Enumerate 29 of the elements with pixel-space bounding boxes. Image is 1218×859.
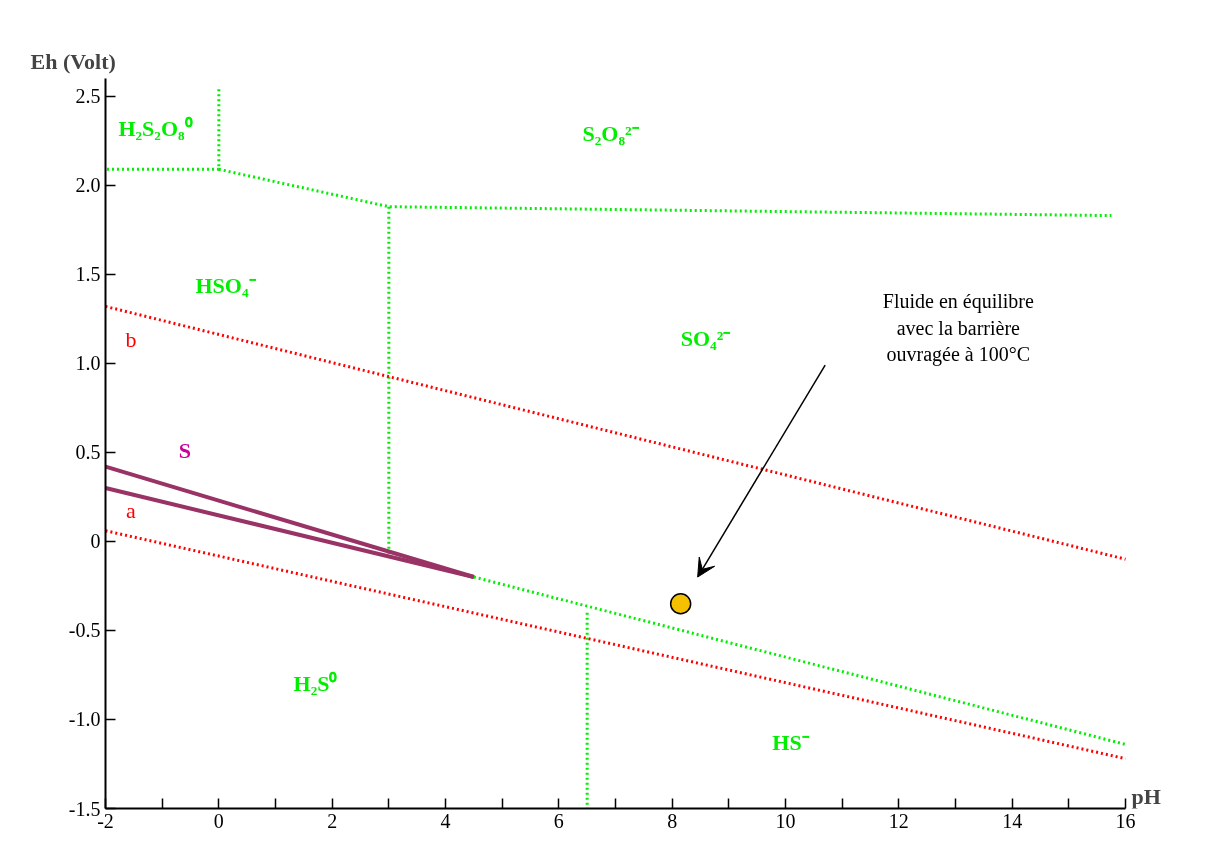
x-tick-label: 12 [888,809,909,832]
y-axis-title: Eh (Volt) [30,48,116,74]
x-tick-label: 6 [553,809,564,832]
y-tick-label: 1.0 [75,352,101,375]
y-tick-label: 0 [90,530,101,553]
x-tick-label: 2 [327,809,338,832]
x-tick-label: 10 [775,809,796,832]
series-label: S [178,438,191,464]
annotation: H₂S⁰ [293,671,338,696]
y-tick-label: 2.0 [75,174,101,197]
x-tick-label: 14 [1002,809,1023,832]
y-tick-label: 0.5 [75,441,101,464]
annotation: S₂O₈²⁻ [582,121,640,146]
y-tick-label: -0.5 [68,619,101,642]
x-axis-title: pH [1131,783,1161,809]
y-tick-label: -1.0 [68,708,101,731]
annotation: HS⁻ [772,730,810,755]
x-tick-label: 16 [1115,809,1136,832]
annotation: Fluide en équilibre avec la barrière ouvragée à 100°C [882,290,1034,367]
annotation: HSO₄⁻ [195,273,257,298]
x-tick-label: 4 [440,809,451,832]
annotation: SO₄²⁻ [680,326,732,351]
y-tick-label: 1.5 [75,263,101,286]
series-label: a [126,497,137,523]
annotation: H₂S₂O₈⁰ [118,116,193,141]
y-tick-label: 2.5 [75,85,101,108]
x-tick-label: 8 [667,809,678,832]
x-tick-label: 0 [213,809,224,832]
series-label: b [125,326,137,352]
